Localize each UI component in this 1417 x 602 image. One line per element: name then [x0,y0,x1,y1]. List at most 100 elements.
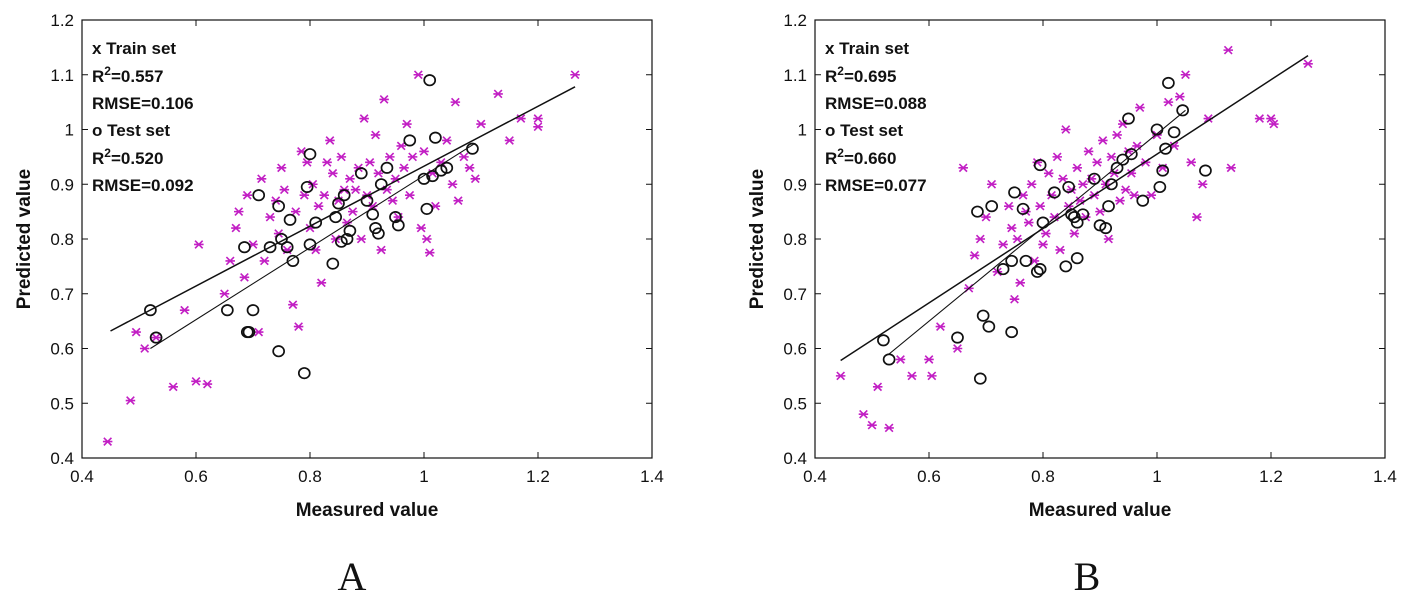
test-point [252,189,266,202]
x-tick-label: 0.6 [184,467,208,486]
y-tick-label: 1 [798,121,807,140]
test-point [238,241,251,254]
train-point [1083,147,1094,156]
test-point [1033,159,1047,172]
train-point [330,234,341,244]
y-tick-label: 0.8 [783,230,807,249]
test-point [326,257,340,270]
test-point [1116,153,1130,166]
train-point [1072,163,1082,173]
test-point [440,161,454,174]
train-point [202,379,213,389]
train-point [179,305,190,315]
y-tick-label: 1 [65,121,74,140]
test-point [1048,186,1061,199]
train-point [1058,174,1068,184]
train-point [325,136,335,145]
train-point [924,355,934,364]
train-point [194,240,204,249]
train-point [328,168,338,178]
train-point [1004,201,1014,211]
x-tick-label: 1 [1152,467,1161,486]
train-point [1009,294,1020,304]
train-point [442,136,452,145]
test-point [392,219,405,232]
train-set-series [102,70,580,446]
train-point [234,207,244,216]
test-point [1016,202,1030,215]
train-point [1254,114,1265,123]
train-point [1192,212,1202,222]
train-point [884,423,894,433]
train-point [1175,92,1185,102]
test-point [1030,265,1044,278]
train-point [1197,179,1208,189]
train-point [1026,179,1037,189]
train-point [413,70,424,80]
x-axis-label: Measured value [296,500,439,521]
x-tick-label: 1.4 [1373,467,1397,486]
test-point [1105,178,1118,191]
train-point [459,152,469,162]
panel-label: A [338,554,367,599]
test-set-legend: o Test set [825,121,903,140]
train-point [379,95,389,104]
train-point [316,278,327,288]
train-point [291,207,301,216]
train-point [464,163,475,173]
test-point [420,202,434,215]
train-point [225,256,235,266]
train-point [276,163,287,173]
train-point [125,396,136,405]
train-set-legend: x Train set [92,39,176,58]
test-point [272,200,285,213]
test-point [1005,326,1019,339]
test-point [1102,200,1115,213]
train-point [102,437,113,446]
train-point [476,119,486,129]
test-point [1199,164,1212,177]
train-point [265,212,275,222]
test-point [1162,76,1175,90]
test-point [1110,161,1124,174]
test-point [337,189,351,202]
train-point [239,272,250,282]
train-point [131,327,141,337]
test-point [372,227,385,240]
train-point [336,152,347,162]
train-point [1269,119,1279,129]
test-point [403,134,417,147]
y-tick-label: 0.4 [50,449,74,468]
r2-value: R2=0.520 [92,146,163,168]
test-point [423,74,437,87]
chart-panel-b: 0.4 0.6 0.8 1 1.2 1.4 0.4 0.5 0.6 0.7 0.8 0.9 1 1.1 1.… [747,11,1397,599]
train-point [231,223,241,233]
train-point [958,163,968,173]
train-point [348,207,358,216]
chart-panel-a: 0.4 0.6 0.8 1 1.2 1.4 0.4 0.5 0.6 0.7 0.8 0.9 1 1.1 1.… [14,11,664,599]
train-point [1223,45,1233,55]
train-point [322,157,332,167]
r2-value: R2=0.660 [825,146,896,168]
plot-area [81,19,653,459]
train-point [504,136,515,145]
train-point [259,256,270,266]
train-point [1092,157,1102,167]
train-point [385,152,395,162]
train-point [345,174,355,184]
train-point [253,327,264,337]
test-point [996,263,1010,276]
train-point [998,240,1008,249]
train-point [373,168,384,178]
test-fit-line [888,109,1186,355]
y-tick-label: 0.5 [50,394,74,413]
train-point [969,251,980,260]
test-point [985,200,999,213]
train-point [570,70,580,80]
train-point [242,190,253,200]
train-point [907,371,917,381]
train-point [1186,157,1196,167]
y-tick-label: 0.6 [50,340,74,359]
train-point [1135,103,1145,112]
train-point [533,114,543,123]
